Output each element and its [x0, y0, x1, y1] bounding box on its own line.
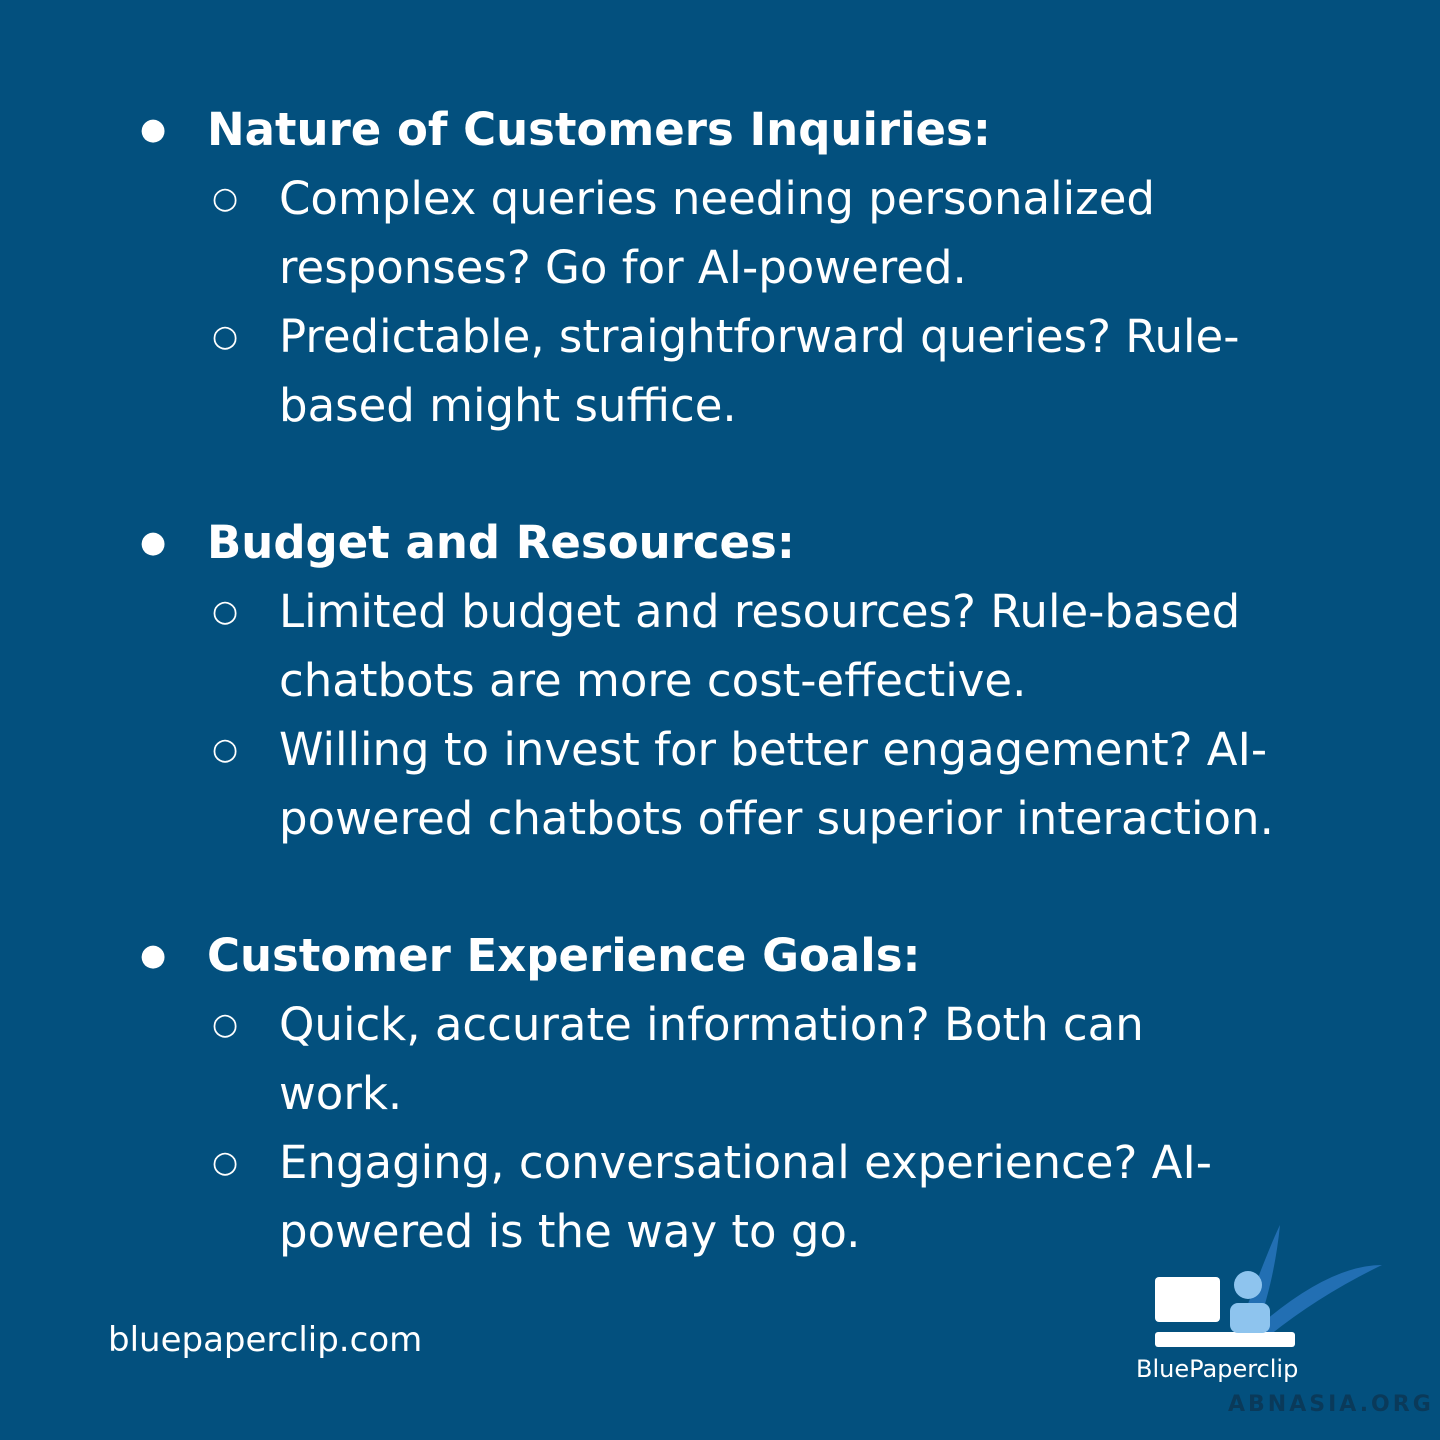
bullet-item: Complex queries needing personalized res… [140, 164, 1279, 302]
watermark: ABNASIA.ORG [1228, 1392, 1434, 1417]
section: Nature of Customers Inquiries:Complex qu… [140, 95, 1400, 440]
logo-text: BluePaperclip [1136, 1355, 1299, 1383]
section: Budget and Resources:Limited budget and … [140, 508, 1400, 853]
content: Nature of Customers Inquiries:Complex qu… [140, 95, 1400, 1334]
bullet-item: Engaging, conversational experience? AI-… [140, 1128, 1279, 1266]
section-heading: Budget and Resources: [140, 508, 1400, 577]
bullet-item: Quick, accurate information? Both can wo… [140, 990, 1279, 1128]
bullet-item: Limited budget and resources? Rule-based… [140, 577, 1279, 715]
section-heading: Customer Experience Goals: [140, 921, 1400, 990]
section-heading: Nature of Customers Inquiries: [140, 95, 1400, 164]
bullet-item: Willing to invest for better engagement?… [140, 715, 1279, 853]
section: Customer Experience Goals:Quick, accurat… [140, 921, 1400, 1266]
logo-icon [1155, 1225, 1382, 1347]
bullet-item: Predictable, straightforward queries? Ru… [140, 302, 1279, 440]
website: bluepaperclip.com [108, 1320, 423, 1360]
